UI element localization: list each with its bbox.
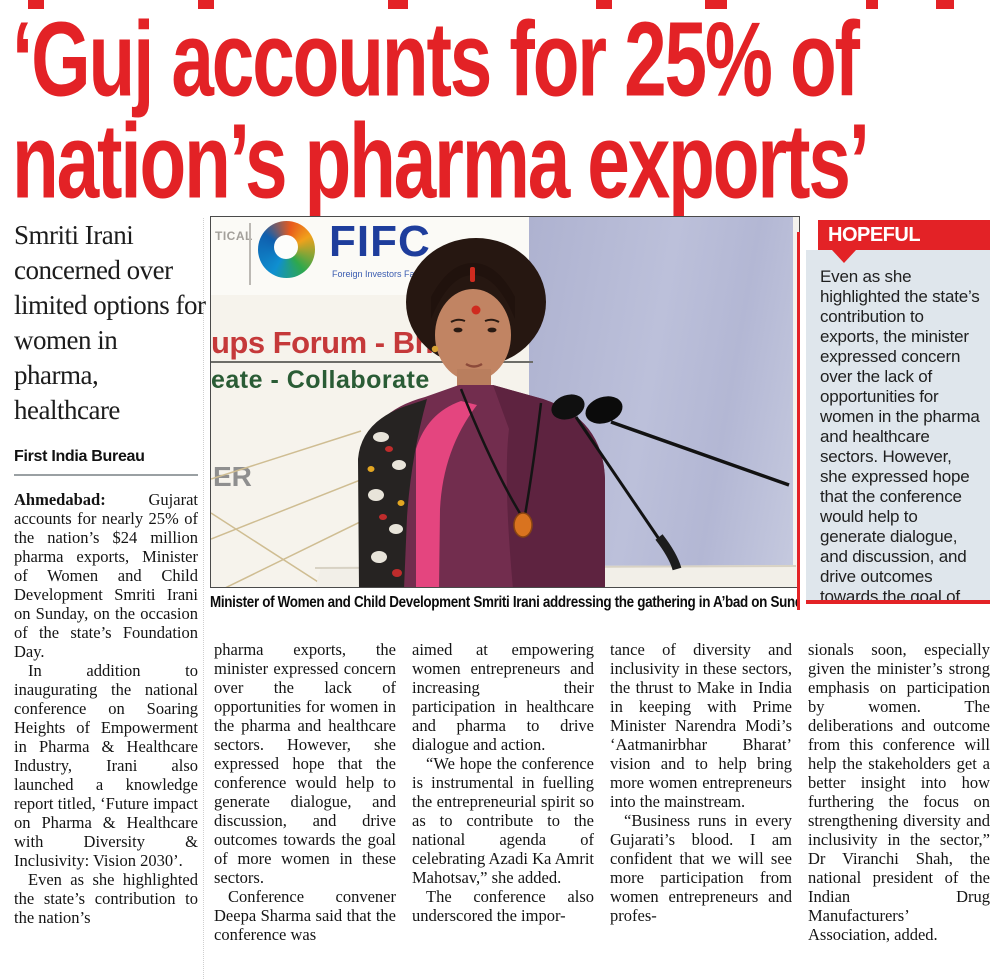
article-paragraph: Ahmedabad: Gujarat accounts for nearly 2… bbox=[14, 490, 198, 661]
sidebar-panel bbox=[806, 250, 990, 604]
sidebar-pointer bbox=[832, 250, 856, 263]
pendant bbox=[513, 512, 533, 538]
article-column-4: tance of diversity and inclusivity in th… bbox=[610, 640, 792, 979]
article-paragraph: aimed at empowering women entrepreneurs … bbox=[412, 640, 594, 754]
speaker-figure bbox=[358, 238, 605, 587]
cropped-headline-artifact bbox=[28, 0, 44, 9]
article-paragraph: tance of diversity and inclusivity in th… bbox=[610, 640, 792, 811]
news-photo: TICAL FIFC Foreign Investors Facilitat u… bbox=[210, 216, 800, 588]
sidebar-left-rule bbox=[797, 232, 800, 610]
photo-figure-art bbox=[211, 238, 797, 587]
backdrop-banner-green: eate - Collaborate bbox=[211, 366, 430, 394]
hopeful-sidebar: HOPEFUL Even as she highlighted the stat… bbox=[797, 220, 990, 610]
deck-subheadline: Smriti Irani concerned over limited opti… bbox=[14, 220, 206, 425]
column-rule bbox=[203, 218, 204, 979]
article-paragraph: Conference convener Deepa Sharma said th… bbox=[214, 887, 396, 944]
article-column-3: aimed at empowering women entrepreneurs … bbox=[412, 640, 594, 979]
article-column-5: sionals soon, especially given the minis… bbox=[808, 640, 990, 979]
cropped-headline-artifact bbox=[705, 0, 727, 9]
sidebar-bottom-rule bbox=[806, 600, 990, 604]
fifc-logo-text: FIFC bbox=[329, 217, 431, 266]
screen-edge bbox=[793, 217, 799, 587]
article-paragraph: The conference also underscored the impo… bbox=[412, 887, 594, 925]
cropped-headline-artifact bbox=[936, 0, 954, 9]
backdrop-partial-text: TICAL bbox=[215, 229, 253, 243]
article-columns: pharma exports, the minister expressed c… bbox=[214, 640, 992, 979]
cropped-headline-artifact bbox=[388, 0, 408, 9]
backdrop-divider bbox=[249, 223, 251, 285]
sidebar-text: Even as she highlighted the state’s cont… bbox=[820, 267, 980, 600]
article-paragraph: “We hope the conference is instrumental … bbox=[412, 754, 594, 887]
dateline: Ahmedabad: bbox=[14, 490, 106, 509]
headline-line-2: nation’s pharma exports’ bbox=[12, 102, 870, 221]
byline-rule bbox=[14, 474, 198, 476]
fifc-logo-icon bbox=[258, 221, 315, 278]
photo-caption: Minister of Women and Child Development … bbox=[210, 594, 800, 611]
microphones bbox=[551, 394, 790, 571]
backdrop-banner-rule bbox=[211, 361, 533, 363]
headline-line-1: ‘Guj accounts for 25% of bbox=[12, 0, 860, 119]
article-paragraph: sionals soon, especially given the minis… bbox=[808, 640, 990, 944]
article-paragraph: “Business runs in every Gujarati’s blood… bbox=[610, 811, 792, 925]
article-paragraph: Even as she highlighted the state’s cont… bbox=[14, 870, 198, 927]
headline: ‘Guj accounts for 25% of nation’s pharma… bbox=[12, 0, 996, 215]
cropped-headline-artifact bbox=[198, 0, 214, 9]
sleeve-pattern bbox=[367, 432, 406, 577]
fifc-logo-subtext: Foreign Investors Facilitat bbox=[332, 269, 436, 279]
cropped-headline-artifact bbox=[866, 0, 878, 9]
left-column: Smriti Irani concerned over limited opti… bbox=[14, 218, 206, 976]
article-paragraph: In addition to inaugurating the national… bbox=[14, 661, 198, 870]
article-paragraph: pharma exports, the minister expressed c… bbox=[214, 640, 396, 887]
cropped-headline-artifact bbox=[596, 0, 612, 9]
byline: First India Bureau bbox=[14, 448, 145, 465]
sidebar-kicker: HOPEFUL bbox=[818, 220, 990, 250]
article-column-2: pharma exports, the minister expressed c… bbox=[214, 640, 396, 979]
